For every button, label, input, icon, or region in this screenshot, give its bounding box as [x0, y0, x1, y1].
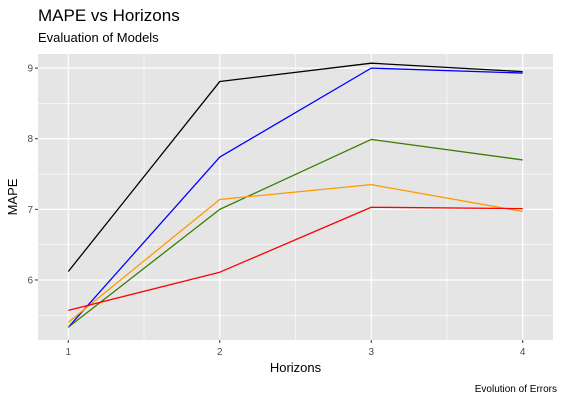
y-tick-label: 9 — [27, 64, 33, 75]
y-axis-ticks: 6 7 8 9 — [27, 64, 38, 286]
y-tick-label: 6 — [27, 275, 33, 286]
series-lines — [66, 61, 525, 329]
series-5-point — [218, 270, 222, 274]
series-1-point — [66, 270, 70, 274]
series-3-point — [218, 208, 222, 212]
series-2-point — [521, 71, 525, 75]
series-line-2 — [67, 67, 523, 328]
x-tick-label: 1 — [66, 347, 72, 358]
series-4-point — [66, 321, 70, 325]
series-line-1 — [67, 62, 523, 272]
x-axis-title: Horizons — [270, 360, 322, 375]
x-tick-label: 4 — [520, 347, 526, 358]
x-axis-ticks: 1 2 3 4 — [66, 340, 526, 358]
series-line-4 — [67, 183, 523, 323]
y-axis-title: MAPE — [5, 178, 20, 215]
chart-title: MAPE vs Horizons — [38, 6, 180, 25]
series-3-point — [66, 325, 70, 329]
series-5-point — [521, 207, 525, 211]
major-gridlines — [38, 54, 553, 340]
series-1-point — [369, 61, 373, 65]
y-tick-label: 8 — [27, 134, 33, 145]
series-2-point — [218, 155, 222, 159]
series-5-point — [66, 309, 70, 313]
series-3-point — [521, 158, 525, 162]
y-tick-label: 7 — [27, 205, 33, 216]
series-3-point — [369, 138, 373, 142]
series-2-point — [369, 66, 373, 70]
chart-caption: Evolution of Errors — [475, 384, 557, 395]
chart-subtitle: Evaluation of Models — [38, 30, 159, 45]
x-tick-label: 3 — [368, 347, 374, 358]
series-1-point — [218, 80, 222, 84]
series-5-point — [369, 205, 373, 209]
series-4-point — [369, 183, 373, 187]
series-line-3 — [67, 138, 523, 328]
x-tick-label: 2 — [217, 347, 223, 358]
series-4-point — [218, 198, 222, 202]
series-line-5 — [68, 206, 523, 311]
